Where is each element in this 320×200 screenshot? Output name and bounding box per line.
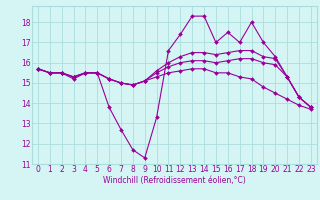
X-axis label: Windchill (Refroidissement éolien,°C): Windchill (Refroidissement éolien,°C) [103,176,246,185]
